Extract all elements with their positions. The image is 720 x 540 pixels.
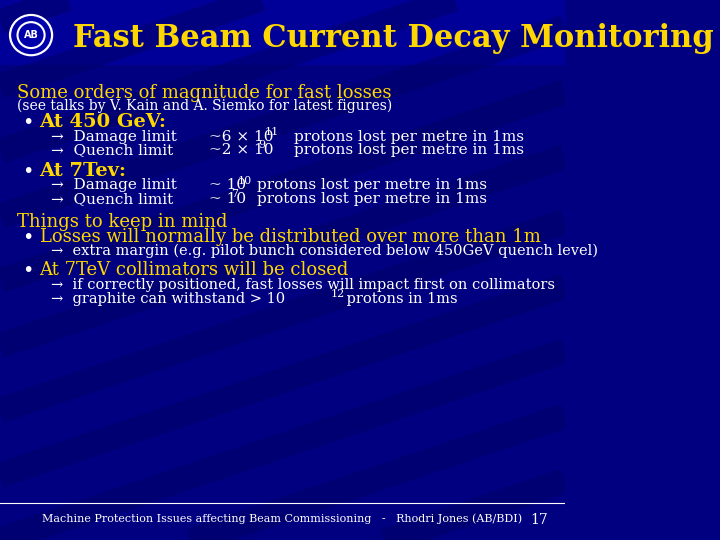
Text: →  Damage limit: → Damage limit (51, 178, 176, 192)
Text: (see talks by V. Kain and A. Siemko for latest figures): (see talks by V. Kain and A. Siemko for … (17, 98, 392, 113)
Text: Fast Beam Current Decay Monitoring: Fast Beam Current Decay Monitoring (73, 23, 714, 55)
Circle shape (12, 17, 50, 53)
Text: →  if correctly positioned, fast losses will impact first on collimators: → if correctly positioned, fast losses w… (51, 278, 555, 292)
Text: protons lost per metre in 1ms: protons lost per metre in 1ms (294, 143, 523, 157)
Text: •: • (22, 113, 34, 132)
Text: •: • (22, 228, 34, 247)
Text: Machine Protection Issues affecting Beam Commissioning   -   Rhodri Jones (AB/BD: Machine Protection Issues affecting Beam… (42, 513, 523, 524)
Text: →  extra margin (e.g. pilot bunch considered below 450GeV quench level): → extra margin (e.g. pilot bunch conside… (51, 244, 598, 259)
Text: protons lost per metre in 1ms: protons lost per metre in 1ms (294, 130, 523, 144)
Text: At 7TeV collimators will be closed: At 7TeV collimators will be closed (40, 261, 349, 279)
Text: ~ 10: ~ 10 (209, 192, 246, 206)
Text: protons in 1ms: protons in 1ms (342, 292, 457, 306)
Text: 12: 12 (331, 289, 345, 299)
Text: At 450 GeV:: At 450 GeV: (40, 113, 166, 131)
Text: •: • (22, 162, 34, 181)
Text: 7: 7 (232, 189, 238, 199)
Text: ~ 10: ~ 10 (209, 178, 246, 192)
Text: AB: AB (24, 30, 38, 40)
Text: ~6 × 10: ~6 × 10 (209, 130, 274, 144)
Text: At 7Tev:: At 7Tev: (40, 162, 127, 180)
Text: ~2 × 10: ~2 × 10 (209, 143, 274, 157)
Text: protons lost per metre in 1ms: protons lost per metre in 1ms (257, 178, 487, 192)
Text: •: • (22, 261, 34, 280)
FancyBboxPatch shape (0, 0, 564, 65)
Text: 11: 11 (264, 127, 279, 137)
Text: Losses will normally be distributed over more than 1m: Losses will normally be distributed over… (40, 228, 541, 246)
Text: protons lost per metre in 1ms: protons lost per metre in 1ms (257, 192, 487, 206)
Text: →  graphite can withstand > 10: → graphite can withstand > 10 (51, 292, 285, 306)
Text: →  Quench limit: → Quench limit (51, 143, 173, 157)
Text: 9: 9 (258, 140, 266, 151)
Text: 17: 17 (530, 513, 548, 527)
Text: →  Damage limit: → Damage limit (51, 130, 176, 144)
Text: 10: 10 (237, 176, 251, 186)
Text: →  Quench limit: → Quench limit (51, 192, 173, 206)
Text: Some orders of magnitude for fast losses: Some orders of magnitude for fast losses (17, 84, 392, 102)
Circle shape (9, 15, 53, 56)
Text: Things to keep in mind: Things to keep in mind (17, 213, 228, 231)
